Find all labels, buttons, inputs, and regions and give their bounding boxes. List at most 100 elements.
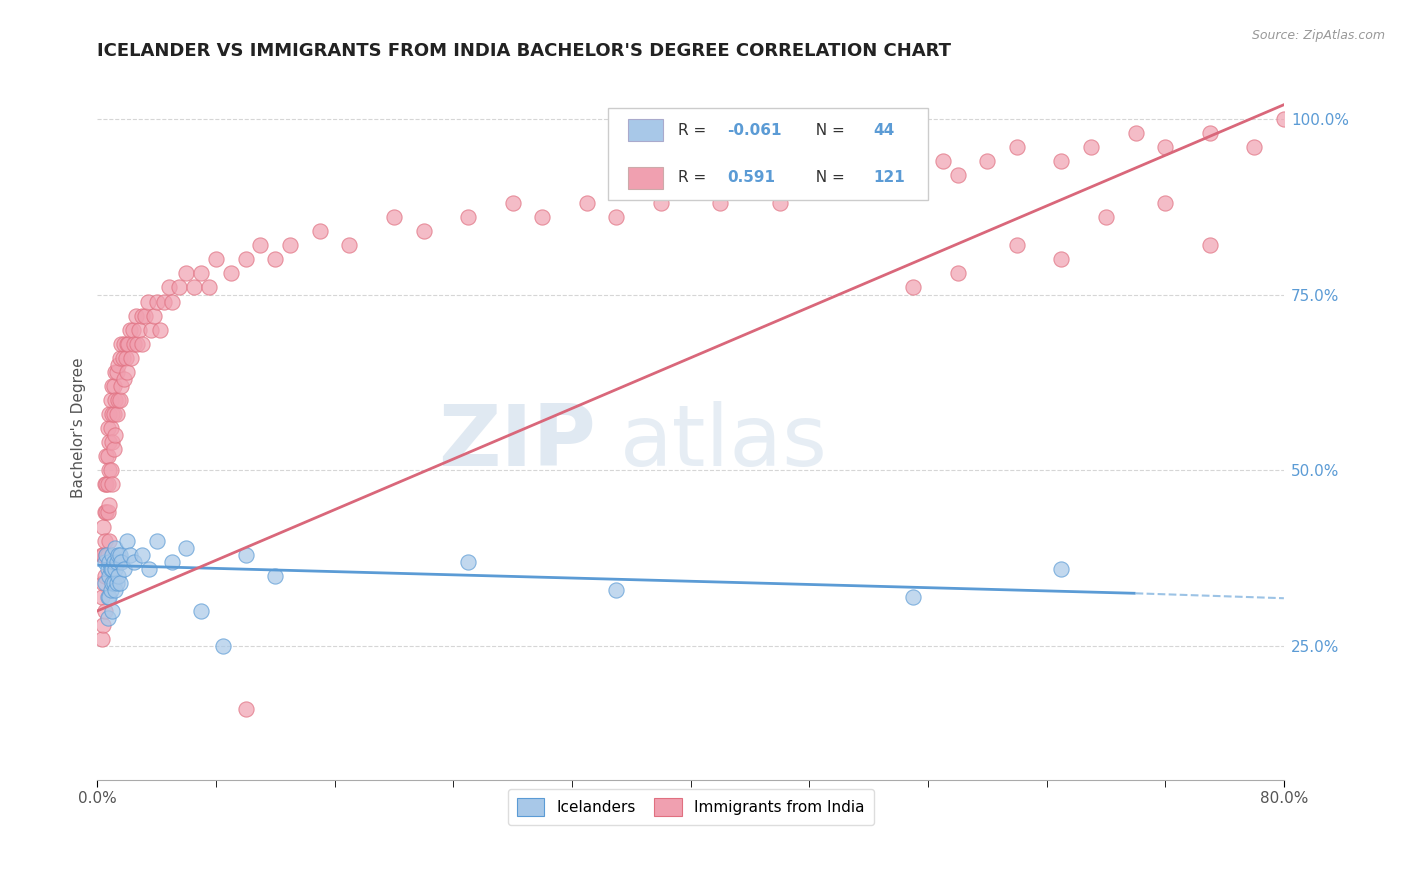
Point: [97, 562, 120, 576]
Point: [101, 548, 124, 562]
Point: [976, 153, 998, 168]
Point: [101, 379, 124, 393]
Point: [190, 267, 212, 281]
Point: [98, 590, 121, 604]
Point: [1154, 196, 1177, 211]
Point: [110, 555, 132, 569]
Point: [382, 210, 405, 224]
Point: [1050, 153, 1073, 168]
Point: [124, 336, 146, 351]
Point: [98, 463, 121, 477]
Point: [124, 555, 146, 569]
Point: [104, 541, 127, 555]
Point: [98, 435, 121, 450]
Point: [264, 568, 287, 582]
Point: [1005, 140, 1028, 154]
Point: [105, 365, 128, 379]
Point: [100, 582, 122, 597]
Point: [1198, 126, 1220, 140]
Point: [100, 392, 122, 407]
Point: [98, 499, 121, 513]
Legend: Icelanders, Immigrants from India: Icelanders, Immigrants from India: [508, 789, 873, 825]
Point: [679, 182, 702, 196]
Text: R =: R =: [678, 170, 710, 186]
Point: [828, 182, 851, 196]
Point: [149, 323, 172, 337]
Point: [235, 702, 257, 716]
Point: [98, 568, 121, 582]
Point: [90, 590, 112, 604]
Point: [160, 555, 183, 569]
Point: [768, 196, 790, 211]
Text: 121: 121: [873, 170, 905, 186]
Point: [131, 309, 153, 323]
Point: [1050, 252, 1073, 267]
Point: [115, 336, 138, 351]
Point: [115, 365, 138, 379]
Point: [108, 351, 131, 365]
Point: [605, 210, 627, 224]
Point: [412, 224, 434, 238]
Point: [101, 575, 124, 590]
Point: [264, 252, 287, 267]
Point: [1095, 210, 1118, 224]
Point: [112, 372, 135, 386]
Point: [157, 280, 180, 294]
Text: 44: 44: [873, 122, 894, 137]
Text: N =: N =: [806, 122, 849, 137]
Point: [100, 463, 122, 477]
Point: [160, 294, 183, 309]
Point: [96, 548, 118, 562]
Point: [131, 548, 153, 562]
Point: [94, 604, 117, 618]
Point: [1243, 140, 1265, 154]
Point: [90, 632, 112, 646]
FancyBboxPatch shape: [627, 119, 664, 141]
Point: [136, 294, 159, 309]
Point: [98, 533, 121, 548]
Point: [103, 442, 125, 457]
Point: [197, 280, 219, 294]
Point: [153, 294, 176, 309]
Point: [112, 336, 135, 351]
Point: [278, 238, 301, 252]
Point: [103, 555, 125, 569]
Point: [946, 267, 969, 281]
Point: [1198, 238, 1220, 252]
Point: [96, 477, 118, 491]
Point: [531, 210, 554, 224]
Point: [457, 210, 479, 224]
Point: [97, 590, 120, 604]
Point: [127, 336, 149, 351]
Point: [111, 351, 134, 365]
Point: [1125, 126, 1147, 140]
Point: [121, 351, 143, 365]
Point: [94, 533, 117, 548]
Point: [709, 196, 731, 211]
Point: [114, 351, 136, 365]
Point: [104, 365, 127, 379]
Point: [96, 548, 118, 562]
Point: [108, 392, 131, 407]
Point: [101, 604, 124, 618]
Point: [212, 639, 235, 653]
Point: [91, 548, 114, 562]
Point: [97, 611, 120, 625]
Point: [96, 449, 118, 463]
Point: [932, 153, 955, 168]
Point: [122, 323, 145, 337]
Point: [94, 555, 117, 569]
Point: [104, 562, 127, 576]
Point: [339, 238, 361, 252]
Point: [104, 392, 127, 407]
Point: [100, 421, 122, 435]
Point: [138, 562, 160, 576]
FancyBboxPatch shape: [607, 108, 928, 200]
Point: [605, 582, 627, 597]
Point: [103, 407, 125, 421]
Point: [118, 323, 141, 337]
Point: [107, 392, 129, 407]
Point: [457, 555, 479, 569]
Point: [502, 196, 524, 211]
Point: [139, 323, 162, 337]
